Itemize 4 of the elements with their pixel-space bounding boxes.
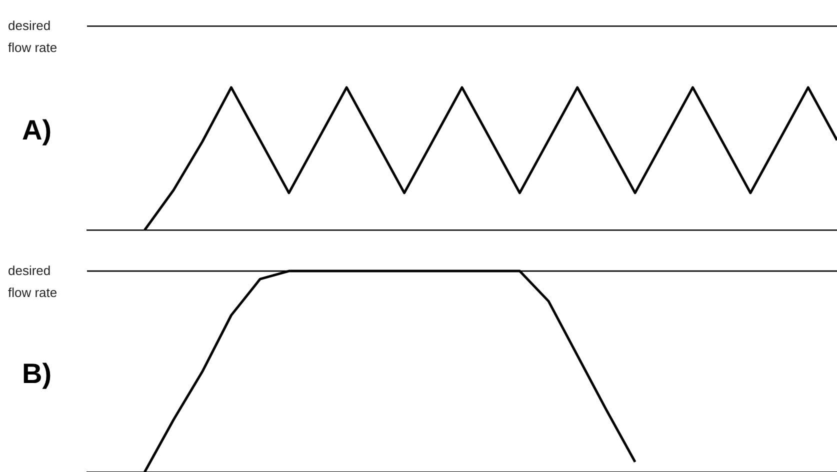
text: A) xyxy=(22,114,52,146)
ref-line-label: desired flow rate xyxy=(8,18,58,56)
ref-line-label: desired flow rate xyxy=(8,263,58,300)
text: B) xyxy=(22,358,52,390)
